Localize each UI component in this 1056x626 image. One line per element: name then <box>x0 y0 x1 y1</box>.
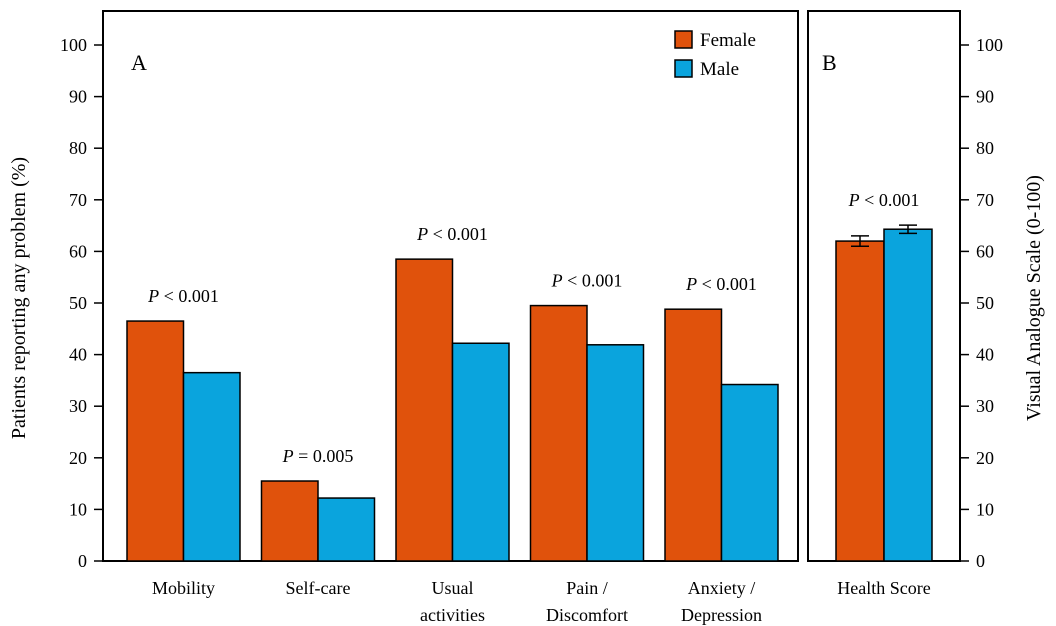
p-value-text: < 0.001 <box>860 190 920 210</box>
y-tick-label: 10 <box>976 499 994 519</box>
p-value-annotation: P < 0.001 <box>551 271 623 291</box>
y-tick-label: 20 <box>69 448 87 468</box>
category-label: Self-care <box>286 578 351 598</box>
category-label: Usual <box>432 578 474 598</box>
category-label: Depression <box>681 605 762 625</box>
legend-swatch-female <box>674 30 693 49</box>
y-tick-label: 0 <box>78 551 87 571</box>
y-tick-label: 80 <box>69 138 87 158</box>
panel-a: 0 10 20 30 40 50 60 70 80 90 100 Patients reporting… <box>8 10 799 625</box>
bar-male <box>720 383 779 562</box>
p-value-text: = 0.005 <box>294 446 354 466</box>
y-tick-label: 60 <box>69 241 87 261</box>
legend-swatch-male <box>674 59 693 78</box>
category-label: Anxiety / <box>688 578 756 598</box>
category-label: Mobility <box>152 578 215 598</box>
bar-female <box>395 258 454 562</box>
y-tick-label: 40 <box>69 345 87 365</box>
legend-label-female: Female <box>700 30 756 51</box>
p-value-symbol: P <box>147 286 159 306</box>
category-label: Pain / <box>566 578 608 598</box>
y-axis-title: Visual Analogue Scale (0-100) <box>1023 175 1045 421</box>
bar-male <box>883 228 933 562</box>
bar-female <box>835 240 885 562</box>
p-value-text: < 0.001 <box>563 271 623 291</box>
p-value-annotation: P < 0.001 <box>416 224 488 244</box>
y-tick-label: 100 <box>60 35 87 55</box>
bar-female <box>126 320 185 562</box>
p-value-symbol: P <box>551 271 563 291</box>
y-tick-label: 90 <box>976 87 994 107</box>
y-tick-label: 40 <box>976 345 994 365</box>
y-tick-label: 20 <box>976 448 994 468</box>
bar-male <box>317 497 376 562</box>
p-value-text: < 0.001 <box>428 224 488 244</box>
y-tick-label: 10 <box>69 499 87 519</box>
bar-female <box>260 480 319 562</box>
y-axis-title: Patients reporting any problem (%) <box>8 157 30 439</box>
p-value-text: < 0.001 <box>159 286 219 306</box>
bar-male <box>586 344 645 562</box>
bar-male <box>451 342 510 562</box>
y-tick-label: 0 <box>976 551 985 571</box>
y-tick-label: 30 <box>976 396 994 416</box>
category-label: Health Score <box>837 578 930 598</box>
p-value-annotation: P < 0.001 <box>848 190 920 210</box>
p-value-text: < 0.001 <box>697 274 757 294</box>
y-tick-label: 60 <box>976 241 994 261</box>
y-tick-label: 90 <box>69 87 87 107</box>
bar-female <box>664 308 723 562</box>
p-value-symbol: P <box>685 274 697 294</box>
p-value-symbol: P <box>282 446 294 466</box>
p-value-symbol: P <box>848 190 860 210</box>
p-value-symbol: P <box>416 224 428 244</box>
category-label: activities <box>420 605 485 625</box>
bar-female <box>529 304 588 562</box>
p-value-annotation: P < 0.001 <box>685 274 757 294</box>
panel-b: 0 10 20 30 40 50 60 70 80 90 100 Visual Analogue Sc… <box>807 10 1045 598</box>
y-tick-label: 30 <box>69 396 87 416</box>
panel-label: B <box>822 50 837 75</box>
y-tick-label: 70 <box>69 190 87 210</box>
bar-male <box>182 371 241 562</box>
y-tick-label: 100 <box>976 35 1003 55</box>
category-label: Discomfort <box>546 605 628 625</box>
y-tick-label: 50 <box>976 293 994 313</box>
y-tick-label: 50 <box>69 293 87 313</box>
y-tick-label: 80 <box>976 138 994 158</box>
legend-label-male: Male <box>700 59 739 80</box>
y-tick-label: 70 <box>976 190 994 210</box>
p-value-annotation: P < 0.001 <box>147 286 219 306</box>
p-value-annotation: P = 0.005 <box>282 446 354 466</box>
panel-label: A <box>131 50 147 75</box>
